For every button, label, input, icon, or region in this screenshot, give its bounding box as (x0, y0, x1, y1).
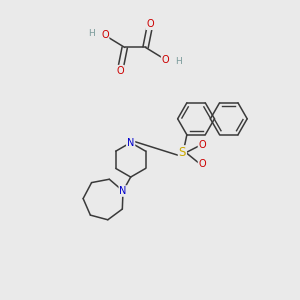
Text: O: O (199, 140, 206, 151)
Text: H: H (176, 57, 182, 66)
Text: O: O (116, 66, 124, 76)
Text: N: N (119, 186, 127, 196)
Text: N: N (127, 138, 134, 148)
Text: S: S (179, 146, 186, 159)
Text: O: O (101, 30, 109, 40)
Text: N: N (127, 138, 134, 148)
Text: H: H (88, 29, 95, 38)
Text: O: O (146, 19, 154, 29)
Text: O: O (199, 159, 206, 169)
Text: O: O (162, 55, 169, 65)
